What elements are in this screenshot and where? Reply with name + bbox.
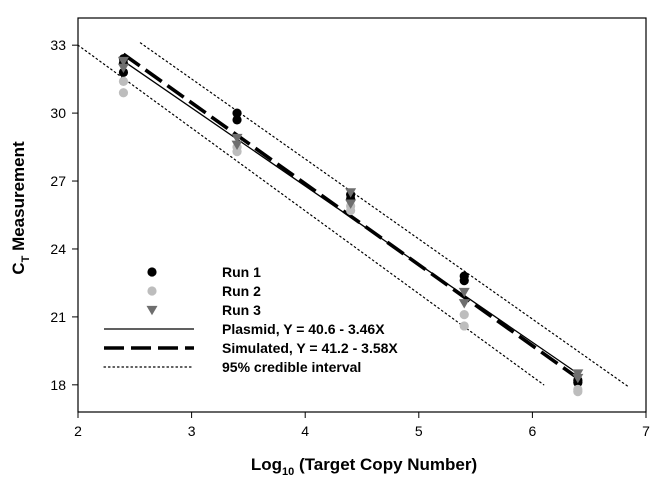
legend-label: Run 1 (222, 264, 261, 280)
legend-label: Simulated, Y = 41.2 - 3.58X (222, 340, 398, 356)
run-3-point (572, 373, 584, 384)
y-axis-title: CT Measurement (9, 141, 32, 275)
y-tick-label: 33 (50, 37, 66, 53)
legend-label: 95% credible interval (222, 359, 361, 375)
credible-interval-line (139, 42, 630, 388)
data-points (117, 54, 584, 397)
y-tick-label: 21 (50, 309, 66, 325)
run-2-point (459, 310, 469, 320)
run-3-point (345, 188, 357, 198)
y-tick-label: 27 (50, 173, 66, 189)
run-3-point (345, 199, 357, 209)
run-2-point (232, 146, 242, 157)
legend-label: Run 2 (222, 283, 261, 299)
x-tick-label: 7 (642, 423, 650, 439)
run-3-point (231, 133, 243, 144)
legend-marker (147, 286, 157, 296)
run-2-point (346, 205, 356, 216)
x-tick-label: 2 (74, 423, 82, 439)
run-3-point (117, 63, 129, 74)
legend-marker (146, 305, 158, 316)
y-tick-label: 24 (50, 241, 66, 257)
x-axis-title: Log10 (Target Copy Number) (251, 455, 477, 478)
x-tick-label: 6 (529, 423, 537, 439)
run-2-point (573, 387, 583, 397)
run-3-point (231, 140, 243, 151)
run-2-point (118, 76, 129, 87)
run-2-point (459, 321, 469, 331)
plot-frame (77, 17, 647, 413)
y-tick-label: 30 (50, 105, 66, 121)
simulated-fit-line (122, 52, 579, 380)
regression-lines (78, 42, 630, 388)
legend-marker (147, 267, 157, 277)
x-tick-label: 5 (415, 423, 423, 439)
run-3-point (458, 299, 470, 309)
run-3-point (117, 56, 129, 67)
x-tick-label: 4 (301, 423, 309, 439)
y-tick-label: 18 (50, 377, 66, 393)
axes (72, 17, 647, 418)
credible-interval-line (78, 44, 545, 386)
legend-label: Run 3 (222, 302, 261, 318)
run-2-point (118, 88, 129, 98)
run-1-point (459, 276, 469, 286)
legend-label: Plasmid, Y = 40.6 - 3.46X (222, 321, 385, 337)
tick-labels: 2 3 4 5 6 7 18 21 24 27 30 33 (50, 37, 650, 439)
run-3-point (458, 287, 470, 298)
legend: Run 1 Run 2 Run 3 Plasmid, Y = 40.6 - 3.46X… (103, 264, 398, 375)
run-1-point (232, 108, 242, 118)
run-1-point (232, 115, 242, 125)
x-tick-label: 3 (188, 423, 196, 439)
